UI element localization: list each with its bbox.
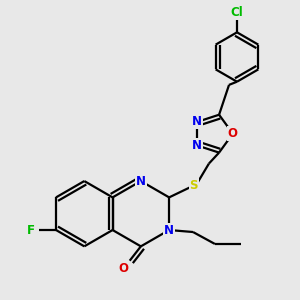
Text: O: O <box>228 127 238 140</box>
Text: Cl: Cl <box>231 6 243 19</box>
Text: N: N <box>192 139 202 152</box>
Text: F: F <box>27 224 35 236</box>
Text: N: N <box>192 116 202 128</box>
Text: O: O <box>119 262 129 275</box>
Text: N: N <box>136 175 146 188</box>
Text: S: S <box>190 179 198 192</box>
Text: N: N <box>164 224 174 236</box>
